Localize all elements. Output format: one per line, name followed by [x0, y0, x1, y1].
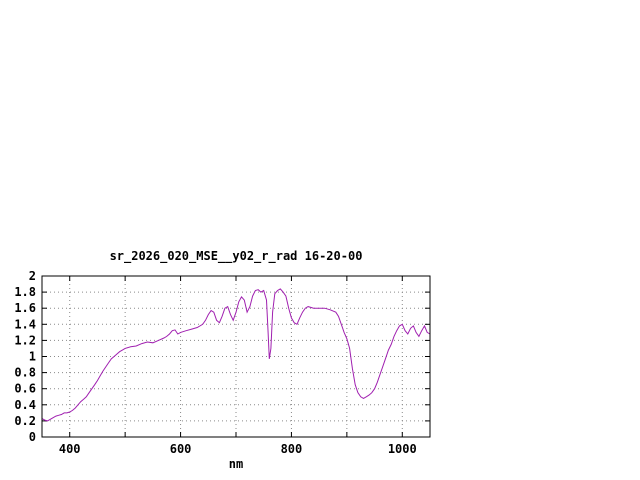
y-tick-label: 1: [29, 350, 36, 364]
series-line-spectral_radiance: [41, 288, 431, 422]
y-tick-label: 1.6: [14, 301, 36, 315]
x-tick-label: 400: [59, 442, 81, 456]
plot-border: [41, 275, 431, 438]
x-tick-label: 1000: [388, 442, 417, 456]
y-tick-label: 0.4: [14, 398, 36, 412]
y-tick-labels: 0 0.2 0.4 0.6 0.8 1 1.2 1.4 1.6 1.8 2: [14, 269, 36, 444]
y-tick-label: 1.8: [14, 285, 36, 299]
tick-marks: [42, 275, 430, 438]
x-tick-labels: 400 600 800 1000: [59, 442, 417, 456]
y-tick-label: 1.4: [14, 317, 36, 331]
y-tick-label: 1.2: [14, 333, 36, 347]
grid-lines: [42, 276, 430, 437]
y-tick-label: 0: [29, 430, 36, 444]
y-tick-label: 0.2: [14, 414, 36, 428]
y-tick-label: 2: [29, 269, 36, 283]
data-line: [41, 288, 431, 422]
x-tick-label: 600: [170, 442, 192, 456]
y-tick-label: 0.8: [14, 366, 36, 380]
x-axis-label: nm: [229, 457, 243, 471]
x-tick-label: 800: [281, 442, 303, 456]
chart-title: sr_2026_020_MSE__y02_r_rad 16-20-00: [110, 249, 363, 264]
y-tick-label: 0.6: [14, 382, 36, 396]
